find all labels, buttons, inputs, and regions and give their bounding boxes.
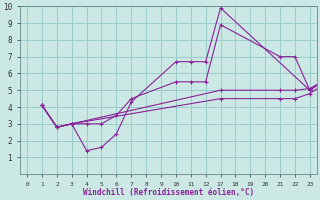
X-axis label: Windchill (Refroidissement éolien,°C): Windchill (Refroidissement éolien,°C) xyxy=(83,188,254,197)
